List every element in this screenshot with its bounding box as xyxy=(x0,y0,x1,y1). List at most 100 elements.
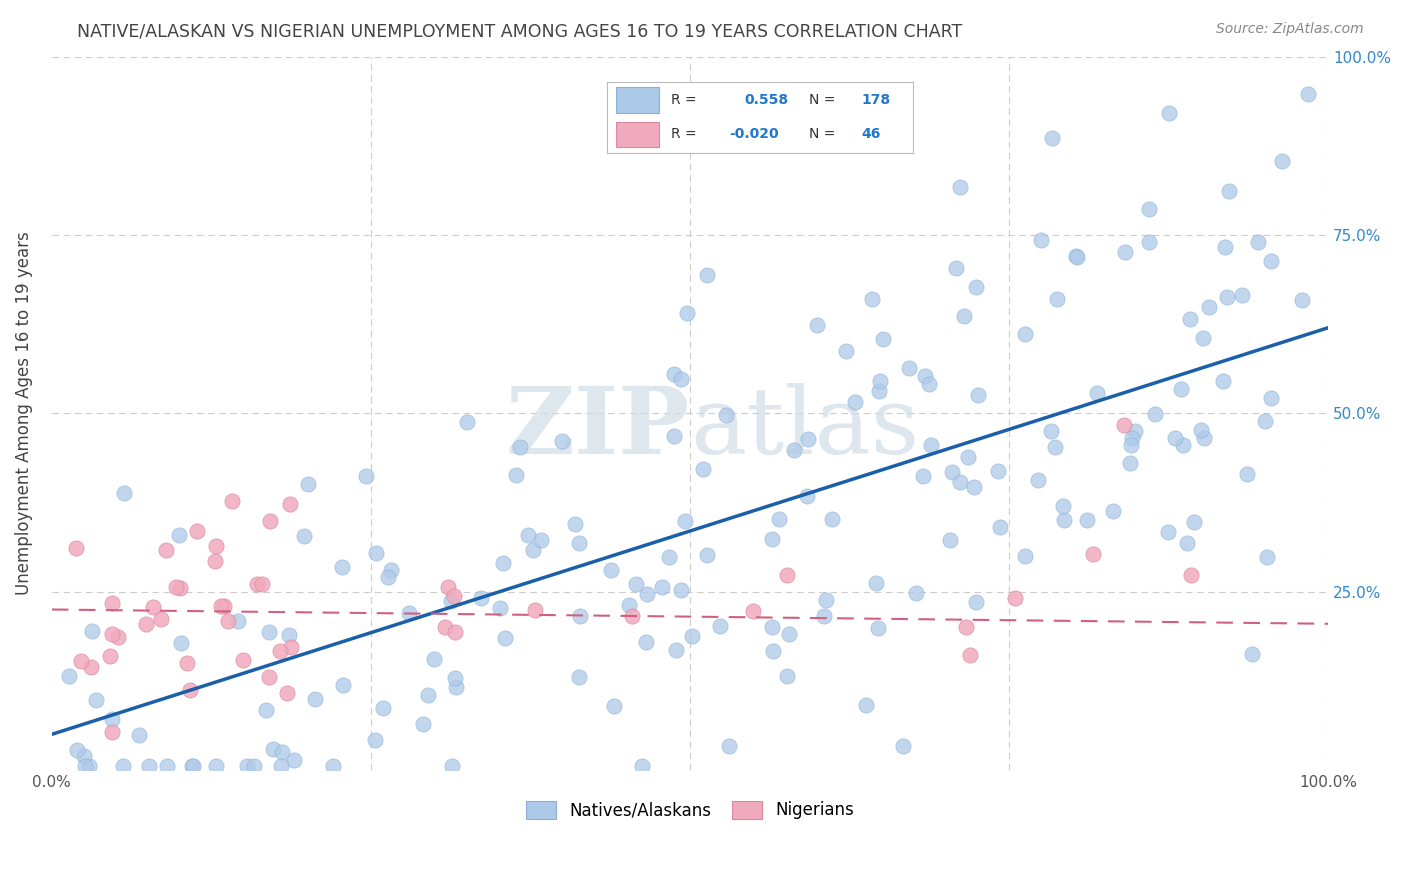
Nigerians xyxy=(209,599,232,613)
Natives/Alaskans xyxy=(778,627,800,641)
Natives/Alaskans xyxy=(1212,374,1234,388)
Natives/Alaskans xyxy=(658,549,681,564)
Nigerians xyxy=(257,670,280,684)
Natives/Alaskans xyxy=(1157,105,1180,120)
Nigerians xyxy=(101,627,124,641)
Nigerians xyxy=(280,640,302,654)
Natives/Alaskans xyxy=(599,563,621,577)
Natives/Alaskans xyxy=(181,759,204,773)
Natives/Alaskans xyxy=(1260,254,1282,268)
Natives/Alaskans xyxy=(77,759,100,773)
Nigerians xyxy=(65,541,87,555)
Natives/Alaskans xyxy=(530,533,553,547)
Natives/Alaskans xyxy=(709,619,731,633)
Natives/Alaskans xyxy=(669,372,692,386)
Natives/Alaskans xyxy=(676,306,699,320)
Natives/Alaskans xyxy=(1189,423,1212,437)
Natives/Alaskans xyxy=(354,469,377,483)
Natives/Alaskans xyxy=(696,548,718,562)
Natives/Alaskans xyxy=(1157,525,1180,540)
Natives/Alaskans xyxy=(941,465,963,479)
Natives/Alaskans xyxy=(860,292,883,306)
Natives/Alaskans xyxy=(422,651,444,665)
Natives/Alaskans xyxy=(716,408,738,422)
Natives/Alaskans xyxy=(205,759,228,773)
Natives/Alaskans xyxy=(662,368,685,382)
Natives/Alaskans xyxy=(669,582,692,597)
Natives/Alaskans xyxy=(717,739,740,754)
Natives/Alaskans xyxy=(956,450,979,464)
Natives/Alaskans xyxy=(1137,235,1160,250)
Nigerians xyxy=(204,554,226,568)
Natives/Alaskans xyxy=(1064,249,1087,263)
Natives/Alaskans xyxy=(1066,250,1088,264)
Nigerians xyxy=(79,659,101,673)
Natives/Alaskans xyxy=(377,569,399,583)
Natives/Alaskans xyxy=(1046,292,1069,306)
Nigerians xyxy=(101,596,124,610)
Nigerians xyxy=(165,580,187,594)
Natives/Alaskans xyxy=(797,432,820,446)
Natives/Alaskans xyxy=(624,577,647,591)
Natives/Alaskans xyxy=(262,741,284,756)
Nigerians xyxy=(1004,591,1026,606)
Natives/Alaskans xyxy=(1014,549,1036,563)
Natives/Alaskans xyxy=(1029,233,1052,247)
Nigerians xyxy=(70,654,93,668)
Natives/Alaskans xyxy=(905,585,928,599)
Natives/Alaskans xyxy=(1114,244,1136,259)
Natives/Alaskans xyxy=(1218,184,1240,198)
Natives/Alaskans xyxy=(1192,331,1215,345)
Natives/Alaskans xyxy=(914,369,936,384)
Natives/Alaskans xyxy=(1170,382,1192,396)
Nigerians xyxy=(212,599,235,613)
Natives/Alaskans xyxy=(1256,549,1278,564)
Natives/Alaskans xyxy=(1230,288,1253,302)
Nigerians xyxy=(221,494,243,508)
Nigerians xyxy=(278,497,301,511)
Natives/Alaskans xyxy=(1052,499,1074,513)
Natives/Alaskans xyxy=(634,635,657,649)
Natives/Alaskans xyxy=(73,749,96,764)
Natives/Alaskans xyxy=(1236,467,1258,481)
Natives/Alaskans xyxy=(692,462,714,476)
Nigerians xyxy=(620,609,643,624)
Natives/Alaskans xyxy=(84,693,107,707)
Nigerians xyxy=(205,539,228,553)
Nigerians xyxy=(1180,568,1202,582)
Natives/Alaskans xyxy=(112,486,135,500)
Natives/Alaskans xyxy=(278,628,301,642)
Natives/Alaskans xyxy=(167,528,190,542)
Natives/Alaskans xyxy=(813,608,835,623)
Natives/Alaskans xyxy=(1137,202,1160,216)
Natives/Alaskans xyxy=(236,759,259,773)
Natives/Alaskans xyxy=(651,580,673,594)
Natives/Alaskans xyxy=(330,559,353,574)
Nigerians xyxy=(1081,548,1104,562)
Natives/Alaskans xyxy=(568,536,591,550)
Natives/Alaskans xyxy=(948,475,970,490)
Natives/Alaskans xyxy=(1296,87,1319,102)
Natives/Alaskans xyxy=(988,520,1011,534)
Nigerians xyxy=(186,524,208,539)
Natives/Alaskans xyxy=(776,669,799,683)
Natives/Alaskans xyxy=(1173,437,1195,451)
Natives/Alaskans xyxy=(322,759,344,773)
Natives/Alaskans xyxy=(855,698,877,713)
Natives/Alaskans xyxy=(1213,240,1236,254)
Nigerians xyxy=(176,656,198,670)
Natives/Alaskans xyxy=(494,632,516,646)
Natives/Alaskans xyxy=(844,395,866,409)
Nigerians xyxy=(98,648,121,663)
Nigerians xyxy=(776,568,799,582)
Natives/Alaskans xyxy=(440,594,463,608)
Natives/Alaskans xyxy=(1039,424,1062,438)
Nigerians xyxy=(269,644,291,658)
Natives/Alaskans xyxy=(868,622,890,636)
Natives/Alaskans xyxy=(1119,456,1142,470)
Natives/Alaskans xyxy=(1271,153,1294,168)
Nigerians xyxy=(246,576,269,591)
Natives/Alaskans xyxy=(509,440,531,454)
Natives/Alaskans xyxy=(128,728,150,742)
Natives/Alaskans xyxy=(364,733,387,747)
